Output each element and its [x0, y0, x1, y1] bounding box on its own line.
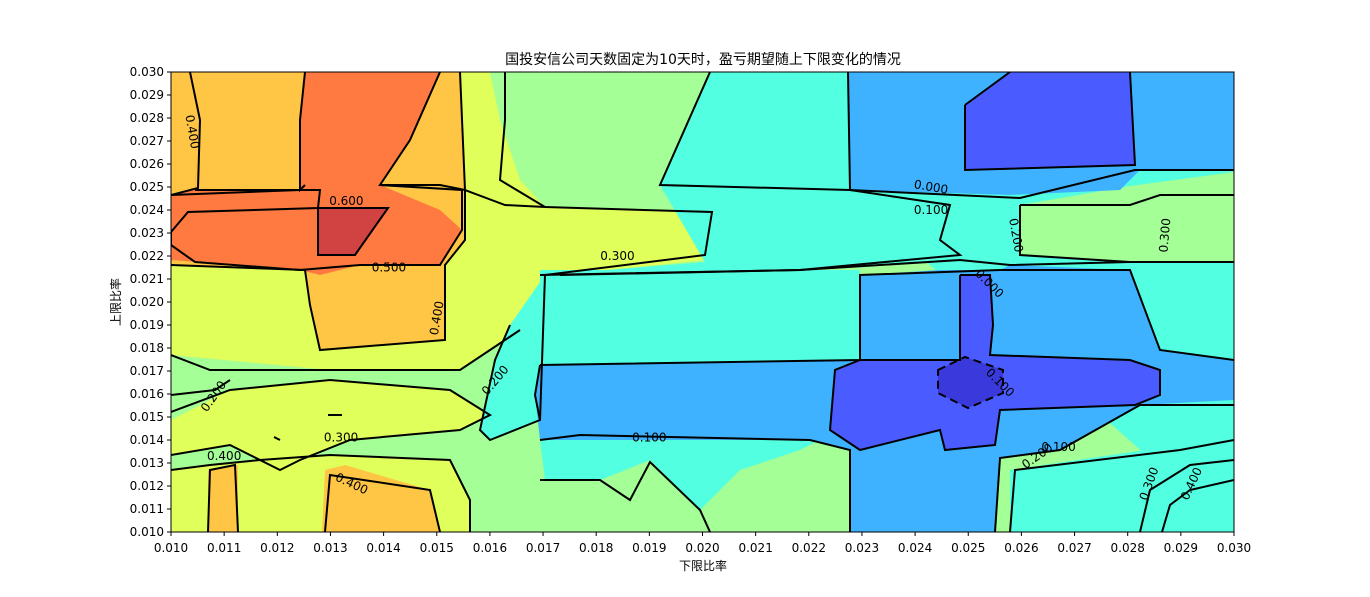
- contour-line: [324, 473, 441, 532]
- x-tick-label: 0.030: [1217, 541, 1251, 555]
- x-tick-label: 0.024: [898, 541, 932, 555]
- band-0.1-0.2-mid: [480, 72, 960, 440]
- x-tick-label: 0.016: [473, 541, 507, 555]
- contour-line: [994, 404, 1234, 532]
- contour-line: [533, 364, 541, 421]
- contour-line: [273, 436, 281, 441]
- x-tick-label: 0.015: [420, 541, 454, 555]
- contour-line: [171, 72, 202, 196]
- x-tick-label: 0.013: [313, 541, 347, 555]
- contour-line: [964, 72, 1011, 106]
- contour-label: 0.000: [913, 177, 949, 197]
- y-tick-label: 0.028: [130, 111, 164, 125]
- band-m0.1-0.0-upper: [965, 72, 1135, 170]
- band-below-m0.1: [938, 357, 1003, 408]
- y-tick-label: 0.024: [130, 203, 164, 217]
- x-tick-label: 0.019: [632, 541, 666, 555]
- y-tick-label: 0.017: [130, 364, 164, 378]
- band-0.3-0.4-bottom-mid: [322, 465, 440, 532]
- contour-line: [171, 329, 521, 371]
- contour-line: [847, 72, 1234, 200]
- band-0.4-0.5-left-trim: [171, 72, 305, 190]
- contour-line: [539, 433, 851, 532]
- y-tick-label: 0.015: [130, 410, 164, 424]
- contour-label: 0.100: [632, 431, 666, 445]
- x-tick-label: 0.020: [685, 541, 719, 555]
- contour-label: 0.200: [1006, 217, 1026, 253]
- y-tick-label: 0.012: [130, 479, 164, 493]
- y-tick-label: 0.030: [130, 65, 164, 79]
- contour-line: [299, 72, 306, 193]
- y-tick-label: 0.027: [130, 134, 164, 148]
- x-tick-label: 0.011: [207, 541, 241, 555]
- contour-line: [1161, 479, 1234, 532]
- y-tick-label: 0.023: [130, 226, 164, 240]
- x-tick-label: 0.014: [366, 541, 400, 555]
- y-tick-label: 0.014: [130, 433, 164, 447]
- contour-line: [171, 379, 231, 396]
- contour-line: [964, 72, 1137, 172]
- contour-label: 0.400: [207, 449, 241, 463]
- x-tick-label: 0.025: [951, 541, 985, 555]
- y-tick-label: 0.021: [130, 272, 164, 286]
- contour-label: 0.300: [1156, 218, 1173, 253]
- contour-line: [540, 460, 711, 532]
- contour-line: [1139, 459, 1234, 532]
- x-tick-label: 0.029: [1164, 541, 1198, 555]
- contour-label: 0.100: [1041, 440, 1075, 454]
- contour-label: 0.400: [427, 300, 447, 336]
- contour-line: [317, 207, 390, 256]
- y-tick-label: 0.020: [130, 295, 164, 309]
- contour-label: 0.400: [182, 114, 202, 150]
- y-tick-label: 0.013: [130, 456, 164, 470]
- x-axis-label: 下限比率: [679, 558, 727, 573]
- y-tick-label: 0.011: [130, 502, 164, 516]
- x-axis: 0.010 0.011 0.012 0.013 0.014 0.015 0.016 0.017…: [154, 532, 1251, 555]
- y-tick-label: 0.016: [130, 387, 164, 401]
- y-tick-label: 0.022: [130, 249, 164, 263]
- y-tick-label: 0.010: [130, 525, 164, 539]
- x-tick-label: 0.012: [260, 541, 294, 555]
- contour-label: 0.300: [600, 249, 634, 263]
- y-tick-label: 0.019: [130, 318, 164, 332]
- contour-line: [1020, 194, 1234, 206]
- x-tick-label: 0.026: [1004, 541, 1038, 555]
- band-0.3-0.4-bottom-left: [208, 465, 238, 532]
- contour-line: [498, 72, 546, 208]
- x-tick-label: 0.017: [526, 541, 560, 555]
- contour-lines: [171, 72, 1234, 532]
- x-tick-label: 0.018: [579, 541, 613, 555]
- contour-line: [828, 274, 1161, 452]
- y-tick-label: 0.029: [130, 88, 164, 102]
- contour-label: 0.100: [914, 203, 948, 217]
- contour-line: [171, 72, 466, 352]
- x-tick-label: 0.010: [154, 541, 188, 555]
- y-tick-label: 0.018: [130, 341, 164, 355]
- x-tick-label: 0.022: [792, 541, 826, 555]
- contour-line: [207, 463, 239, 532]
- y-axis: 0.010 0.011 0.012 0.013 0.014 0.015 0.016 0.017…: [130, 65, 171, 539]
- contour-line: [937, 355, 1004, 410]
- contour-line: [539, 258, 1234, 276]
- y-tick-label: 0.025: [130, 180, 164, 194]
- contour-label: 0.500: [372, 261, 406, 275]
- contour-line: [1009, 439, 1234, 532]
- band-0.2-0.3-lower: [171, 380, 490, 470]
- chart-title: 国投安信公司天数固定为10天时，盈亏期望随上下限变化的情况: [505, 52, 901, 68]
- x-tick-label: 0.023: [845, 541, 879, 555]
- y-tick-label: 0.026: [130, 157, 164, 171]
- band-0.5-0.6: [318, 208, 388, 255]
- contour-fills: [171, 72, 1234, 532]
- x-tick-label: 0.027: [1057, 541, 1091, 555]
- y-axis-label: 上限比率: [108, 278, 123, 326]
- contour-line: [171, 453, 471, 532]
- contour-label: 0.600: [329, 194, 363, 208]
- x-tick-label: 0.021: [738, 541, 772, 555]
- x-tick-label: 0.028: [1111, 541, 1145, 555]
- contour-line: [171, 378, 493, 472]
- contour-label: 0.300: [324, 431, 358, 445]
